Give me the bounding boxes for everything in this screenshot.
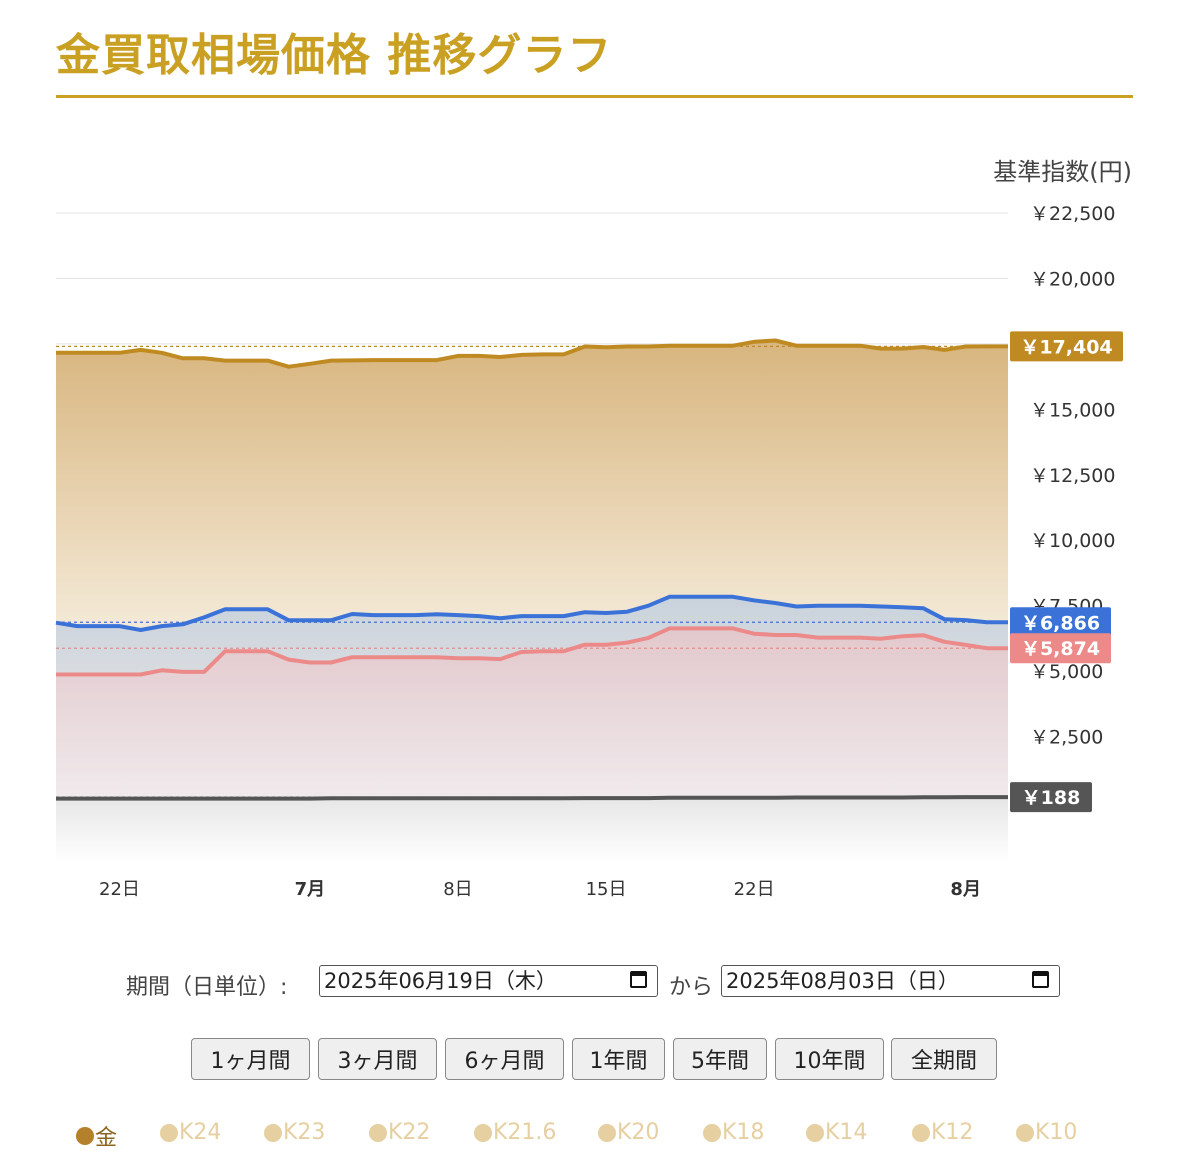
legend-label: K18 <box>722 1120 765 1145</box>
range-button-all[interactable]: 全期間 <box>891 1038 997 1080</box>
legend-label: K20 <box>617 1120 660 1145</box>
y-tick-label: ￥10,000 <box>1030 530 1115 552</box>
y-tick-label: ￥5,000 <box>1030 661 1103 683</box>
legend-label: 金 <box>95 1126 118 1151</box>
y-axis-labels: ￥2,500￥5,000￥7,500￥10,000￥12,500￥15,000￥… <box>1030 203 1115 749</box>
legend-item[interactable]: K10 <box>1016 1120 1077 1145</box>
legend-dot-icon <box>264 1123 282 1142</box>
legend-dot-icon <box>1016 1123 1034 1142</box>
legend-label: K10 <box>1035 1120 1078 1145</box>
latest-value-badge <box>1010 331 1123 362</box>
range-button-3-months[interactable]: 3ヶ月間 <box>318 1038 437 1080</box>
latest-value-badge-label: ￥188 <box>1022 787 1081 809</box>
legend: 金 K24 K23 K22 K21.6 K20 K18 K14 K12 K10 <box>0 1120 1200 1154</box>
legend-label: K23 <box>283 1120 326 1145</box>
range-button-5-years[interactable]: 5年間 <box>673 1038 767 1080</box>
series-area <box>56 628 1008 799</box>
legend-dot-icon <box>598 1123 616 1142</box>
period-selector: 期間（日単位）: 2025年06月19日（木） から 2025年08月03日（日… <box>0 965 1200 1003</box>
legend-label: K22 <box>388 1120 431 1145</box>
range-button-10-years[interactable]: 10年間 <box>775 1038 884 1080</box>
calendar-icon[interactable] <box>630 971 647 988</box>
legend-item[interactable]: K24 <box>160 1120 221 1145</box>
to-date-input[interactable]: 2025年08月03日（日） <box>721 965 1060 997</box>
legend-label: K21.6 <box>493 1120 557 1145</box>
y-tick-label: ￥22,500 <box>1030 203 1115 225</box>
range-button-1-month[interactable]: 1ヶ月間 <box>191 1038 310 1080</box>
legend-dot-icon <box>703 1123 721 1142</box>
latest-value-badge-label: ￥17,404 <box>1020 336 1112 358</box>
x-tick-label: 22日 <box>734 879 775 900</box>
y-tick-label: ￥12,500 <box>1030 465 1115 487</box>
series-line <box>56 626 1008 677</box>
legend-item[interactable]: K22 <box>369 1120 430 1145</box>
legend-dot-icon <box>806 1123 824 1142</box>
series-lines <box>55 338 1008 801</box>
range-button-group: 1ヶ月間 3ヶ月間 6ヶ月間 1年間 5年間 10年間 全期間 <box>0 1038 1200 1082</box>
x-tick-label: 8月 <box>950 879 981 900</box>
x-tick-label: 15日 <box>586 879 627 900</box>
latest-value-badge-label: ￥5,874 <box>1021 638 1100 660</box>
latest-value-badges: ￥17,404 ￥6,866 ￥5,874 ￥188 <box>1010 331 1123 813</box>
calendar-icon[interactable] <box>1032 971 1049 988</box>
legend-label: K12 <box>931 1120 974 1145</box>
legend-item[interactable]: K12 <box>912 1120 973 1145</box>
y-axis-unit-label: 基準指数(円) <box>993 158 1132 186</box>
legend-label: K24 <box>179 1120 222 1145</box>
legend-dot-icon <box>369 1123 387 1142</box>
legend-dot-icon <box>160 1123 178 1142</box>
period-connector: から <box>669 975 714 1000</box>
legend-dot-icon <box>912 1123 930 1142</box>
title-underline <box>56 95 1133 98</box>
latest-value-badge <box>1010 633 1111 664</box>
y-tick-label: ￥15,000 <box>1030 399 1115 421</box>
x-tick-label: 8日 <box>443 879 472 900</box>
legend-item[interactable]: K14 <box>806 1120 867 1145</box>
legend-dot-icon <box>474 1123 492 1142</box>
price-chart: ￥2,500￥5,000￥7,500￥10,000￥12,500￥15,000￥… <box>55 203 1123 900</box>
range-button-6-months[interactable]: 6ヶ月間 <box>445 1038 564 1080</box>
latest-value-badge <box>1010 782 1092 813</box>
x-tick-label: 7月 <box>295 879 326 900</box>
y-tick-label: ￥20,000 <box>1030 268 1115 290</box>
x-tick-label: 22日 <box>99 879 140 900</box>
series-area <box>56 596 1008 675</box>
legend-item[interactable]: K21.6 <box>474 1120 556 1145</box>
page-title: 金買取相場価格 推移グラフ <box>56 30 613 81</box>
series-fills <box>56 340 1008 862</box>
y-tick-label: ￥2,500 <box>1030 727 1103 749</box>
legend-item[interactable]: K20 <box>598 1120 659 1145</box>
from-date-input[interactable]: 2025年06月19日（木） <box>319 965 658 997</box>
series-area <box>56 797 1008 862</box>
to-date-value: 2025年08月03日（日） <box>726 969 959 993</box>
series-area <box>56 340 1008 630</box>
legend-label: K14 <box>825 1120 868 1145</box>
legend-item[interactable]: K18 <box>703 1120 764 1145</box>
legend-item[interactable]: 金 <box>76 1120 117 1152</box>
legend-item[interactable]: K23 <box>264 1120 325 1145</box>
period-label: 期間（日単位）: <box>126 975 288 1000</box>
range-button-1-year[interactable]: 1年間 <box>572 1038 665 1080</box>
series-line <box>55 594 1008 632</box>
latest-value-badge-label: ￥6,866 <box>1021 612 1100 634</box>
latest-value-badge <box>1010 607 1111 638</box>
x-axis-labels: 22日 7月 8日 15日 22日 8月 <box>99 879 981 900</box>
from-date-value: 2025年06月19日（木） <box>324 969 557 993</box>
series-line <box>56 338 1008 369</box>
legend-dot-icon <box>76 1127 94 1145</box>
